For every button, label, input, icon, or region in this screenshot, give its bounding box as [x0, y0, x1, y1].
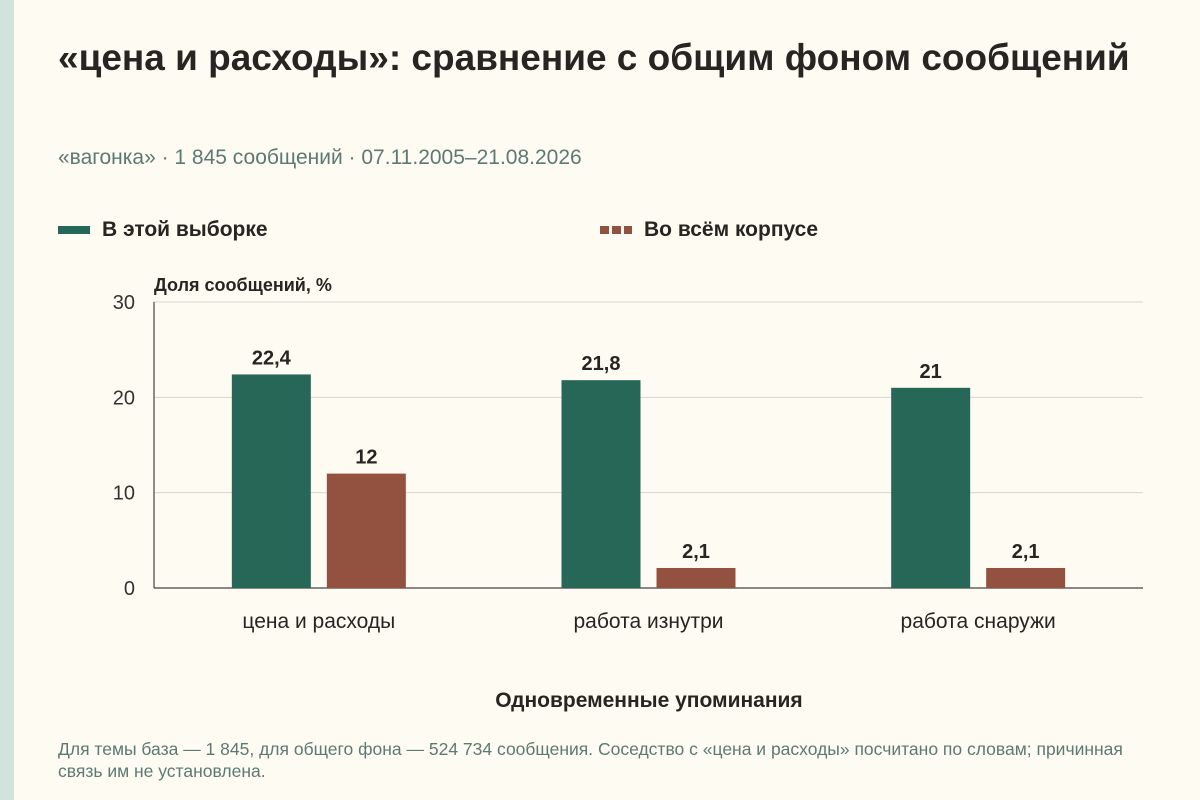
bar [986, 567, 1066, 588]
bar-chart: 0 10 20 30 Доля сообщений, % 22,4 12 цена и р… [113, 275, 1143, 712]
y-tick-label: 0 [124, 578, 135, 600]
left-accent-stripe [0, 0, 14, 800]
legend-item-corpus: Во всём корпусе [600, 218, 818, 242]
bar [231, 374, 311, 588]
bar [891, 387, 971, 588]
x-category-label: работа изнутри [574, 610, 724, 633]
bar-value-label: 21,8 [582, 353, 621, 375]
y-tick-label: 20 [113, 387, 135, 409]
legend-label-sample: В этой выборке [102, 218, 268, 241]
bar [656, 567, 736, 588]
y-axis-title: Доля сообщений, % [154, 275, 332, 295]
x-category-label: работа снаружи [901, 610, 1056, 633]
bar-value-label: 12 [355, 447, 377, 469]
x-category-label: цена и расходы [242, 610, 395, 633]
chart-subtitle: «вагонка» · 1 845 сообщений · 07.11.2005… [58, 146, 582, 169]
chart-title: «цена и расходы»: сравнение с общим фоно… [58, 37, 1130, 78]
legend-item-sample: В этой выборке [58, 218, 268, 242]
bar-value-label: 2,1 [1012, 541, 1040, 563]
legend-swatch-corpus [600, 226, 632, 234]
y-tick-label: 30 [113, 292, 135, 314]
bar-value-label: 2,1 [682, 541, 710, 563]
legend-label-corpus: Во всём корпусе [644, 218, 819, 241]
legend-swatch-sample [58, 226, 90, 234]
y-tick-label: 10 [113, 483, 135, 505]
x-axis-title: Одновременные упоминания [495, 689, 802, 712]
footnote: Для темы база — 1 845, для общего фона —… [58, 739, 1123, 781]
bar-value-label: 21 [920, 361, 942, 383]
bar-value-label: 22,4 [252, 347, 292, 369]
bar [561, 380, 641, 588]
bar [326, 473, 406, 588]
